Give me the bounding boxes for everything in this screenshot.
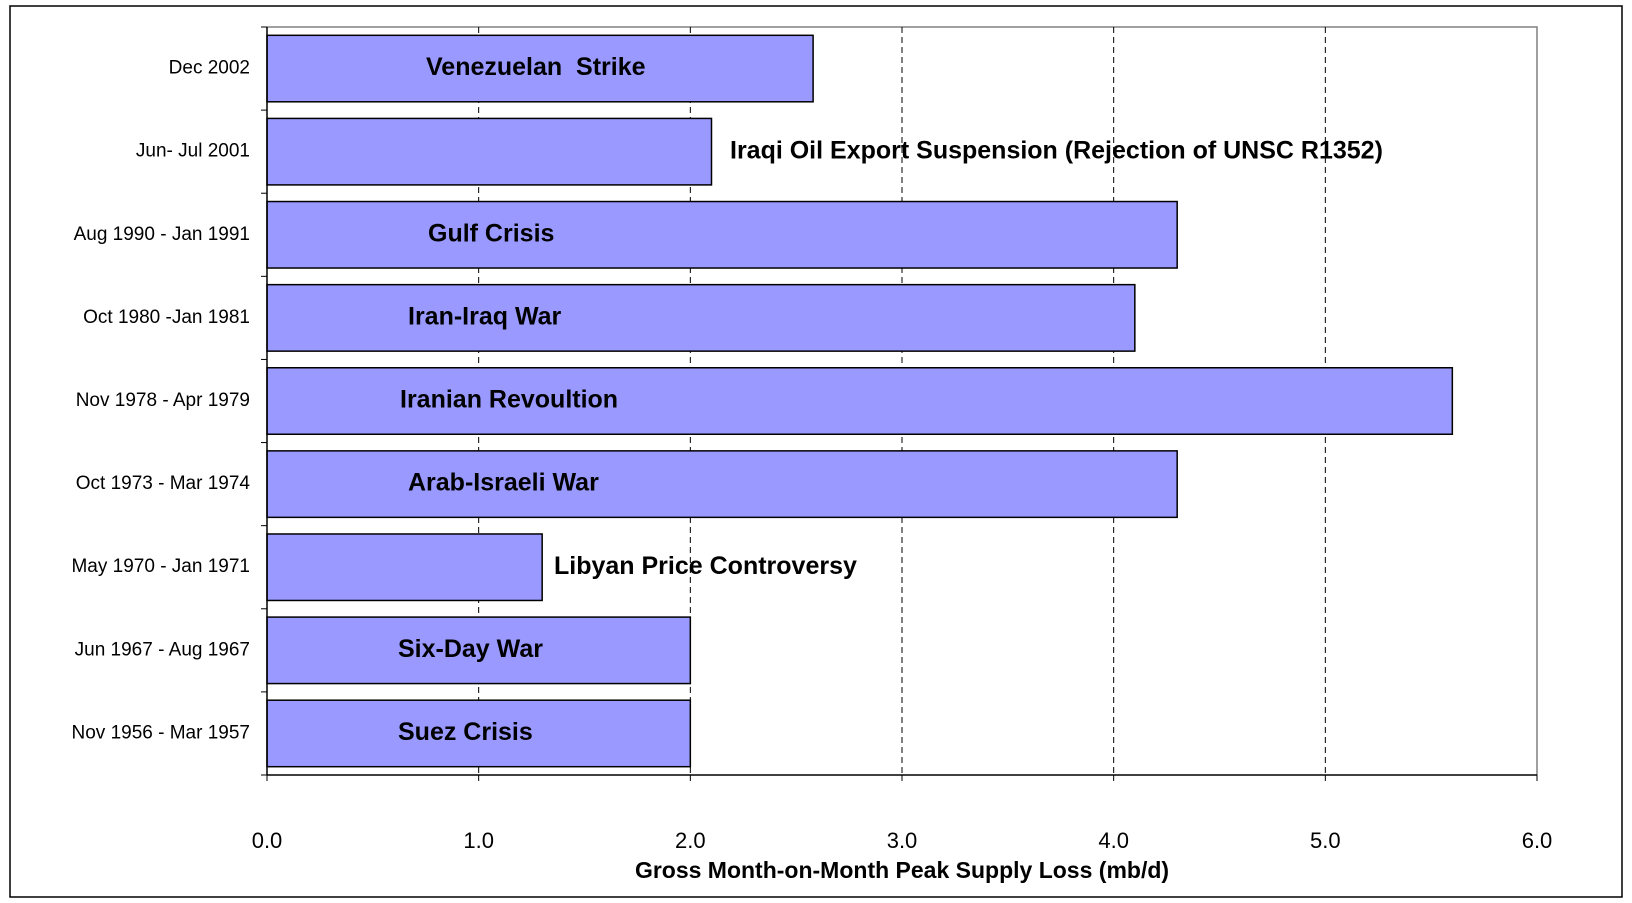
bar-annotation: Iranian Revoultion <box>400 386 618 414</box>
y-tick-label: Oct 1980 -Jan 1981 <box>83 307 250 328</box>
bar <box>266 367 1454 435</box>
bar <box>266 200 1178 269</box>
bar <box>266 283 1136 352</box>
bar-annotation: Libyan Price Controversy <box>554 552 857 580</box>
bar-annotation: Iran-Iraq War <box>408 302 562 330</box>
bar-annotation: Suez Crisis <box>398 718 533 746</box>
x-tick-label: 6.0 <box>1522 828 1553 853</box>
chart-frame <box>9 5 1623 898</box>
x-tick-label: 4.0 <box>1098 828 1129 853</box>
bar <box>266 117 713 186</box>
y-tick-label: Nov 1978 - Apr 1979 <box>76 390 250 411</box>
bar-annotation: Arab-Israeli War <box>408 469 599 497</box>
x-tick-label: 3.0 <box>887 828 918 853</box>
bar-annotation: Venezuelan Strike <box>426 53 646 81</box>
bar <box>266 450 1178 519</box>
y-tick-label: Aug 1990 - Jan 1991 <box>74 224 250 245</box>
x-tick-label: 2.0 <box>675 828 706 853</box>
y-tick-label: Dec 2002 <box>169 58 250 79</box>
x-tick-label: 0.0 <box>252 828 283 853</box>
bar-annotation: Gulf Crisis <box>428 219 554 247</box>
bar <box>266 34 814 103</box>
bar <box>266 616 692 685</box>
x-tick-label: 5.0 <box>1310 828 1341 853</box>
bar-annotation: Six-Day War <box>398 635 543 663</box>
y-tick-label: May 1970 - Jan 1971 <box>71 556 250 577</box>
y-tick-label: Jun 1967 - Aug 1967 <box>75 639 250 660</box>
bar <box>266 533 543 602</box>
bar-annotation: Iraqi Oil Export Suspension (Rejection o… <box>730 136 1383 164</box>
x-axis-title: Gross Month-on-Month Peak Supply Loss (m… <box>635 857 1169 883</box>
y-tick-label: Nov 1956 - Mar 1957 <box>72 722 251 743</box>
y-tick-label: Oct 1973 - Mar 1974 <box>76 473 251 494</box>
y-tick-label: Jun- Jul 2001 <box>136 141 250 162</box>
x-tick-label: 1.0 <box>463 828 494 853</box>
bar <box>266 699 692 768</box>
